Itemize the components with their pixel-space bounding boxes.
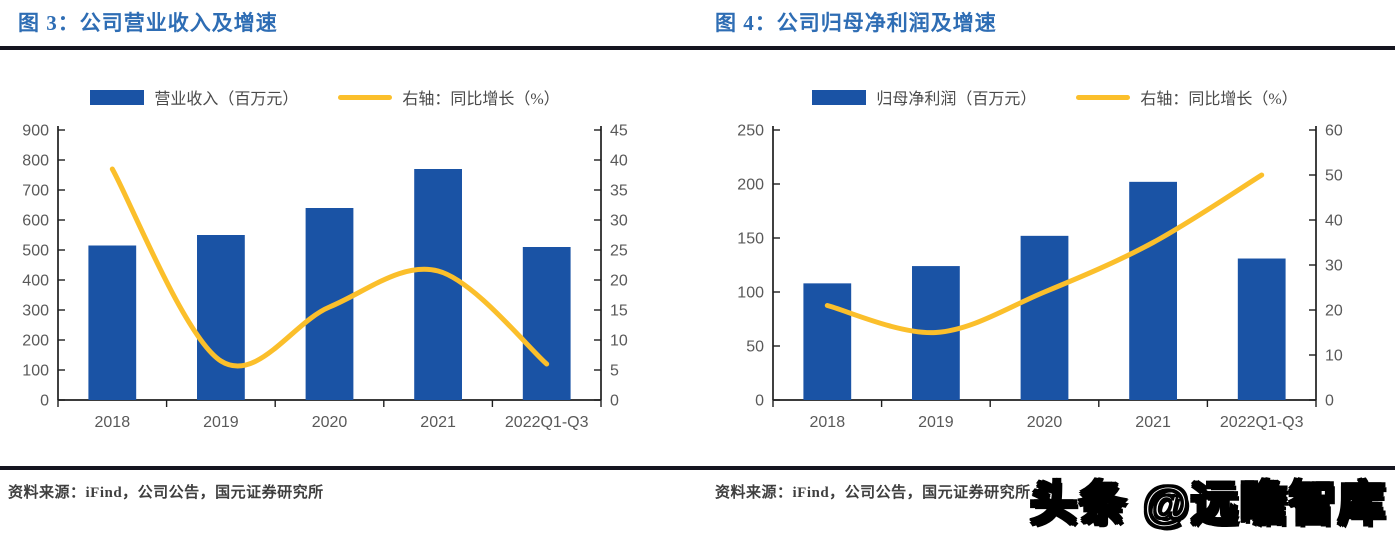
right-axis-tick-label: 50	[1325, 168, 1343, 185]
legend-item-revenue: 营业收入（百万元）	[90, 85, 298, 109]
figure3-title: 图 3：公司营业收入及增速	[18, 11, 278, 35]
sources-row: 资料来源：iFind，公司公告，国元证券研究所 资料来源：iFind，公司公告，…	[0, 470, 1395, 502]
left-axis-tick-label: 600	[22, 213, 49, 230]
x-axis-category-label: 2022Q1-Q3	[505, 414, 589, 431]
titles-row: 图 3：公司营业收入及增速 图 4：公司归母净利润及增速	[0, 0, 1395, 37]
revenue-chart: 0 100 200 300 400 500 600 700 800 900 0 5 10 15 20 25 30…	[22, 123, 628, 432]
x-axis-category-label: 2021	[1135, 414, 1171, 431]
title-divider-rule	[0, 46, 1395, 50]
figure4-source: 资料来源：iFind，公司公告，国元证券研究所	[715, 485, 1031, 501]
bar-swatch-icon	[812, 89, 867, 105]
bar-2019	[197, 235, 245, 400]
growth-line	[109, 166, 550, 369]
left-axis-tick-label: 900	[22, 123, 49, 140]
x-axis-category-label: 2020	[1027, 414, 1063, 431]
growth-line	[824, 172, 1265, 336]
left-axis-tick-label: 250	[737, 123, 764, 140]
left-axis-tick-label: 200	[22, 333, 49, 350]
left-axis-tick-label: 0	[755, 393, 764, 410]
charts-row: 营业收入（百万元） 右轴：同比增长（%） 0 100 200 300 400 500 600…	[0, 50, 1395, 450]
legend-item-growth: 右轴：同比增长（%）	[1076, 85, 1298, 109]
x-axis-category-label: 2019	[203, 414, 239, 431]
right-axis-tick-label: 25	[610, 243, 628, 260]
right-axis-tick-label: 30	[610, 213, 628, 230]
left-axis-tick-label: 800	[22, 153, 49, 170]
left-axis-tick-label: 700	[22, 183, 49, 200]
watermark: 头条 @远瞻智库	[1029, 476, 1387, 532]
right-axis-tick-label: 30	[1325, 258, 1343, 275]
bar-2022Q1-Q3	[522, 247, 571, 400]
bar-2020	[1020, 235, 1069, 400]
right-axis-tick-label: 0	[610, 393, 619, 410]
x-axis-category-label: 2022Q1-Q3	[1220, 414, 1304, 431]
right-axis-tick-label: 20	[1325, 303, 1343, 320]
left-axis-tick-label: 200	[737, 177, 764, 194]
bar-2022Q1-Q3	[1237, 258, 1286, 400]
bar-2021	[414, 169, 462, 400]
left-axis-tick-label: 400	[22, 273, 49, 290]
figure4-title: 图 4：公司归母净利润及增速	[715, 11, 997, 35]
bar-swatch-icon	[90, 89, 145, 105]
figure3-source: 资料来源：iFind，公司公告，国元证券研究所	[8, 485, 324, 501]
figure3-column: 营业收入（百万元） 右轴：同比增长（%） 0 100 200 300 400 500 600…	[0, 50, 650, 450]
line-swatch-icon	[338, 94, 393, 100]
bar-2020	[305, 208, 354, 400]
bar-2018	[88, 245, 137, 400]
x-axis-category-label: 2020	[312, 414, 348, 431]
figure4-column: 归母净利润（百万元） 右轴：同比增长（%） 0 50 100 150 200 250 0 10…	[715, 50, 1395, 450]
x-axis-category-label: 2018	[95, 414, 131, 431]
left-axis-tick-label: 500	[22, 243, 49, 260]
legend-item-growth: 右轴：同比增长（%）	[338, 85, 560, 109]
legend-item-profit: 归母净利润（百万元）	[812, 85, 1036, 109]
right-axis-tick-label: 40	[1325, 213, 1343, 230]
x-axis-category-label: 2019	[918, 414, 954, 431]
figure4-legend: 归母净利润（百万元） 右轴：同比增长（%）	[715, 82, 1395, 112]
legend-label: 营业收入（百万元）	[154, 91, 299, 108]
right-axis-tick-label: 10	[1325, 348, 1343, 365]
left-axis-tick-label: 0	[40, 393, 49, 410]
legend-label: 右轴：同比增长（%）	[402, 91, 560, 108]
right-axis-tick-label: 60	[1325, 123, 1343, 140]
source-divider-rule	[0, 466, 1395, 470]
left-axis-tick-label: 100	[22, 363, 49, 380]
left-axis-tick-label: 100	[737, 285, 764, 302]
right-axis-tick-label: 10	[610, 333, 628, 350]
right-axis-tick-label: 15	[610, 303, 628, 320]
right-axis-tick-label: 20	[610, 273, 628, 290]
right-axis-tick-label: 40	[610, 153, 628, 170]
right-axis-tick-label: 5	[610, 363, 619, 380]
legend-label: 归母净利润（百万元）	[876, 91, 1037, 108]
right-axis-tick-label: 45	[610, 123, 628, 140]
x-axis-category-label: 2018	[810, 414, 846, 431]
legend-label: 右轴：同比增长（%）	[1140, 91, 1298, 108]
line-swatch-icon	[1076, 94, 1131, 100]
left-axis-tick-label: 300	[22, 303, 49, 320]
right-axis-tick-label: 35	[610, 183, 628, 200]
profit-chart: 0 50 100 150 200 250 0 10 20 30 40 50 60 2018 2019 2020…	[737, 123, 1343, 432]
left-axis-tick-label: 50	[746, 339, 764, 356]
figure3-legend: 营业收入（百万元） 右轴：同比增长（%）	[0, 82, 650, 112]
bar-2018	[803, 283, 852, 400]
x-axis-category-label: 2021	[420, 414, 456, 431]
right-axis-tick-label: 0	[1325, 393, 1334, 410]
bar-2021	[1129, 181, 1177, 400]
left-axis-tick-label: 150	[737, 231, 764, 248]
